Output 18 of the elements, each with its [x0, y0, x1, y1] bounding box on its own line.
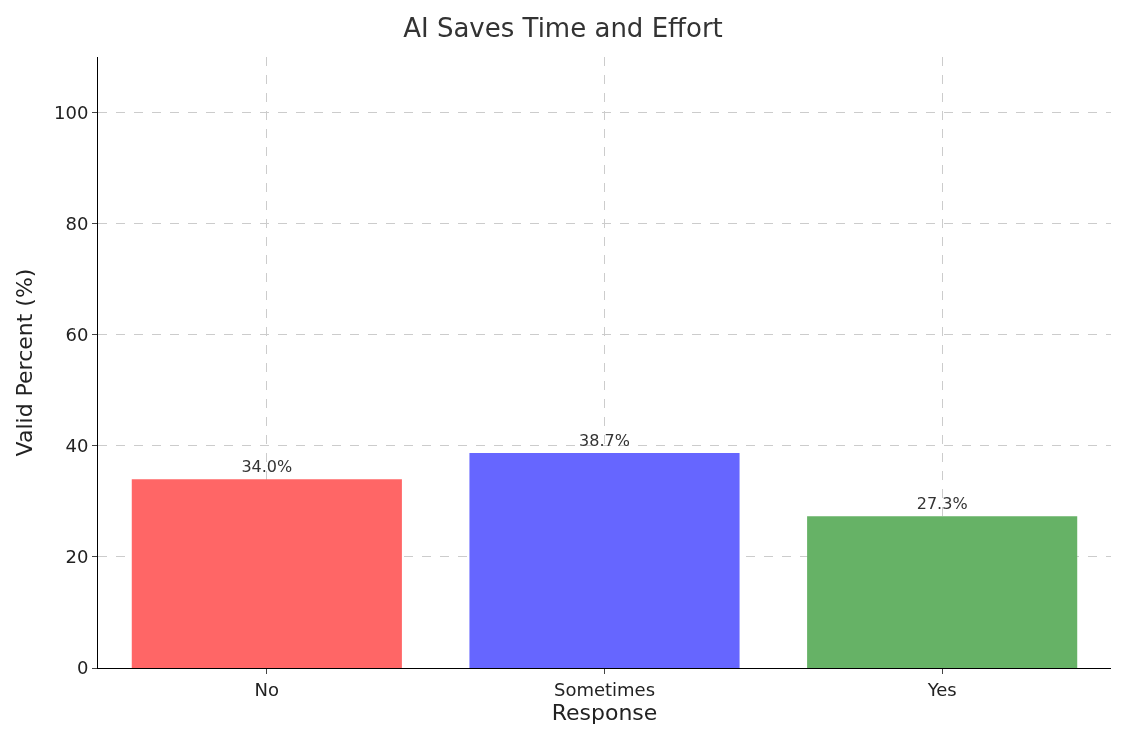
data-label: 27.3% [916, 494, 968, 514]
x-tick-label: No [254, 678, 280, 700]
y-tick-label: 40 [65, 435, 89, 457]
x-tick-label: Sometimes [553, 678, 656, 700]
y-tick-label: 0 [76, 657, 89, 679]
data-label: 38.7% [579, 431, 630, 451]
bar [469, 453, 740, 668]
y-axis-title: Valid Percent (%) [11, 268, 37, 457]
y-tick-label: 60 [65, 324, 89, 346]
x-tick-label: Yes [926, 678, 957, 700]
data-label: 34.0% [241, 457, 293, 477]
x-axis-title: Response [551, 699, 658, 725]
bar [807, 516, 1078, 668]
y-tick-label: 100 [54, 101, 89, 123]
y-tick-label: 80 [65, 212, 89, 234]
chart-title: AI Saves Time and Effort [403, 12, 723, 43]
bar [131, 479, 402, 668]
y-tick-label: 20 [65, 546, 89, 568]
